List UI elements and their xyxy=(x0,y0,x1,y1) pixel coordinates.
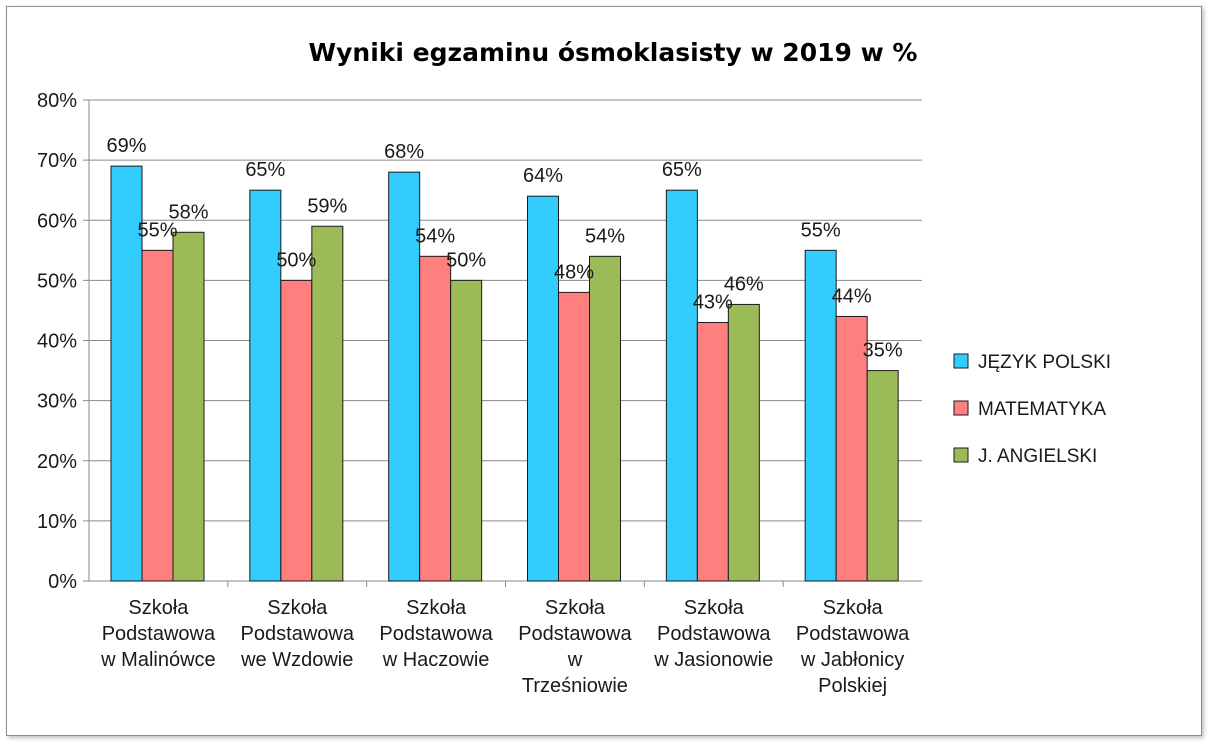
y-tick-label: 30% xyxy=(37,391,77,413)
category-label: w Jabłonicy xyxy=(800,649,904,671)
category-label: Szkoła xyxy=(545,597,606,619)
data-label: 65% xyxy=(245,159,285,181)
data-label: 54% xyxy=(585,225,625,247)
category-label: Szkoła xyxy=(684,597,745,619)
bar xyxy=(589,255,621,582)
legend-swatch xyxy=(953,400,969,416)
category-label: w Jasionowie xyxy=(653,649,773,671)
legend-swatch xyxy=(953,447,969,463)
axes: 0% 10% 20% 30% 40% 50% 60% 70% 80% Szkoła Podstawo… xyxy=(37,90,922,697)
y-tick-label: 50% xyxy=(37,270,77,292)
data-label: 50% xyxy=(446,249,486,271)
bar xyxy=(527,195,559,582)
bar xyxy=(696,321,729,582)
data-label: 55% xyxy=(137,219,177,241)
legend: JĘZYK POLSKI MATEMATYKA J. ANGIELSKI xyxy=(953,352,1111,467)
y-tick-label: 20% xyxy=(37,451,77,473)
y-tick-label: 60% xyxy=(37,210,77,232)
bar xyxy=(450,279,483,582)
data-label: 44% xyxy=(832,285,872,307)
category-label: Podstawowa xyxy=(796,623,910,645)
bar xyxy=(665,189,698,582)
category-label: w Haczowie xyxy=(382,649,490,671)
category-label: w xyxy=(567,649,583,671)
bar xyxy=(727,303,760,582)
category-label: Trześniowie xyxy=(522,675,628,697)
category-label: Podstawowa xyxy=(102,623,216,645)
y-tick-label: 80% xyxy=(37,90,77,112)
bar xyxy=(388,171,421,582)
category-label: Podstawowa xyxy=(379,623,493,645)
data-label: 43% xyxy=(693,291,733,313)
y-tick-label: 10% xyxy=(37,511,77,533)
data-label: 35% xyxy=(863,340,903,362)
category-label: Podstawowa xyxy=(518,623,632,645)
data-label: 68% xyxy=(384,141,424,163)
bar xyxy=(110,165,143,582)
bar xyxy=(866,370,899,582)
chart-frame: Wyniki egzaminu ósmoklasisty w 2019 w % … xyxy=(6,6,1202,736)
data-label: 64% xyxy=(523,165,563,187)
category-label: Szkoła xyxy=(823,597,884,619)
category-label: Szkoła xyxy=(128,597,189,619)
data-label: 59% xyxy=(307,195,347,217)
category-label: Polskiej xyxy=(818,675,887,697)
data-label: 69% xyxy=(106,135,146,157)
data-label: 46% xyxy=(724,273,764,295)
gridlines xyxy=(89,99,922,522)
bar xyxy=(835,315,868,582)
y-tick-label: 40% xyxy=(37,331,77,353)
data-label: 48% xyxy=(554,261,594,283)
category-label: Szkoła xyxy=(406,597,467,619)
legend-label: J. ANGIELSKI xyxy=(978,446,1097,467)
category-label: Podstawowa xyxy=(657,623,771,645)
chart-title: Wyniki egzaminu ósmoklasisty w 2019 w % xyxy=(309,38,918,67)
data-label: 54% xyxy=(415,225,455,247)
bar xyxy=(558,291,590,582)
legend-swatch xyxy=(953,353,969,369)
category-label: Podstawowa xyxy=(241,623,355,645)
data-label: 50% xyxy=(276,249,316,271)
data-label: 55% xyxy=(801,219,841,241)
bar xyxy=(311,225,344,582)
bar xyxy=(280,279,313,582)
legend-label: JĘZYK POLSKI xyxy=(978,352,1111,373)
bar xyxy=(419,255,452,582)
bar xyxy=(249,189,282,582)
legend-label: MATEMATYKA xyxy=(978,399,1106,420)
data-label: 58% xyxy=(168,201,208,223)
y-tick-label: 70% xyxy=(37,150,77,172)
bar xyxy=(172,231,205,582)
chart-svg: Wyniki egzaminu ósmoklasisty w 2019 w % … xyxy=(37,38,1111,697)
category-label: w Malinówce xyxy=(100,649,215,671)
bars xyxy=(110,165,899,582)
data-labels: 69%55%58%65%50%59%68%54%50%64%48%54%65%4… xyxy=(106,135,902,361)
data-label: 65% xyxy=(662,159,702,181)
category-label: Szkoła xyxy=(267,597,328,619)
bar xyxy=(141,249,174,582)
y-tick-label: 0% xyxy=(48,571,77,593)
category-label: we Wzdowie xyxy=(240,649,353,671)
